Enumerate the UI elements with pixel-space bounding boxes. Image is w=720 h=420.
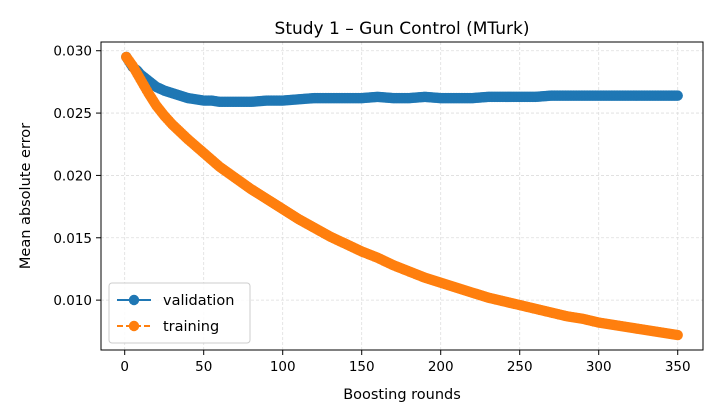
plot-frame [100,41,704,351]
y-tick-label: 0.015 [53,231,92,247]
y-axis-ticks: 0.010 0.015 0.020 0.025 0.030 [53,44,101,309]
chart-title: Study 1 – Gun Control (MTurk) [275,19,530,39]
legend-entry-training: training [117,319,219,335]
legend-entry-validation: validation [117,293,234,309]
y-tick-label: 0.010 [53,293,92,309]
x-tick-label: 350 [665,359,691,375]
legend: validation training [108,282,251,344]
series-training [121,51,683,341]
y-axis-label: Mean absolute error [18,123,34,269]
x-axis-label: Boosting rounds [343,387,461,403]
legend-label-training: training [163,319,219,335]
y-tick-label: 0.020 [53,168,92,184]
data-point-training [672,329,683,341]
data-point-validation [672,90,683,101]
y-tick-label: 0.030 [53,44,92,60]
legend-marker-validation [128,294,140,306]
x-tick-label: 100 [270,359,296,375]
x-axis-ticks: 0 50 100 150 200 250 300 350 [120,350,691,375]
x-tick-label: 150 [349,359,375,375]
x-tick-label: 300 [586,359,612,375]
y-tick-label: 0.025 [53,106,92,122]
plot-series [121,51,683,341]
legend-box [108,282,251,344]
x-tick-label: 0 [120,359,129,375]
legend-marker-training [128,320,140,332]
x-tick-label: 250 [507,359,533,375]
x-tick-label: 50 [195,359,212,375]
legend-label-validation: validation [163,293,234,309]
x-tick-label: 200 [428,359,454,375]
